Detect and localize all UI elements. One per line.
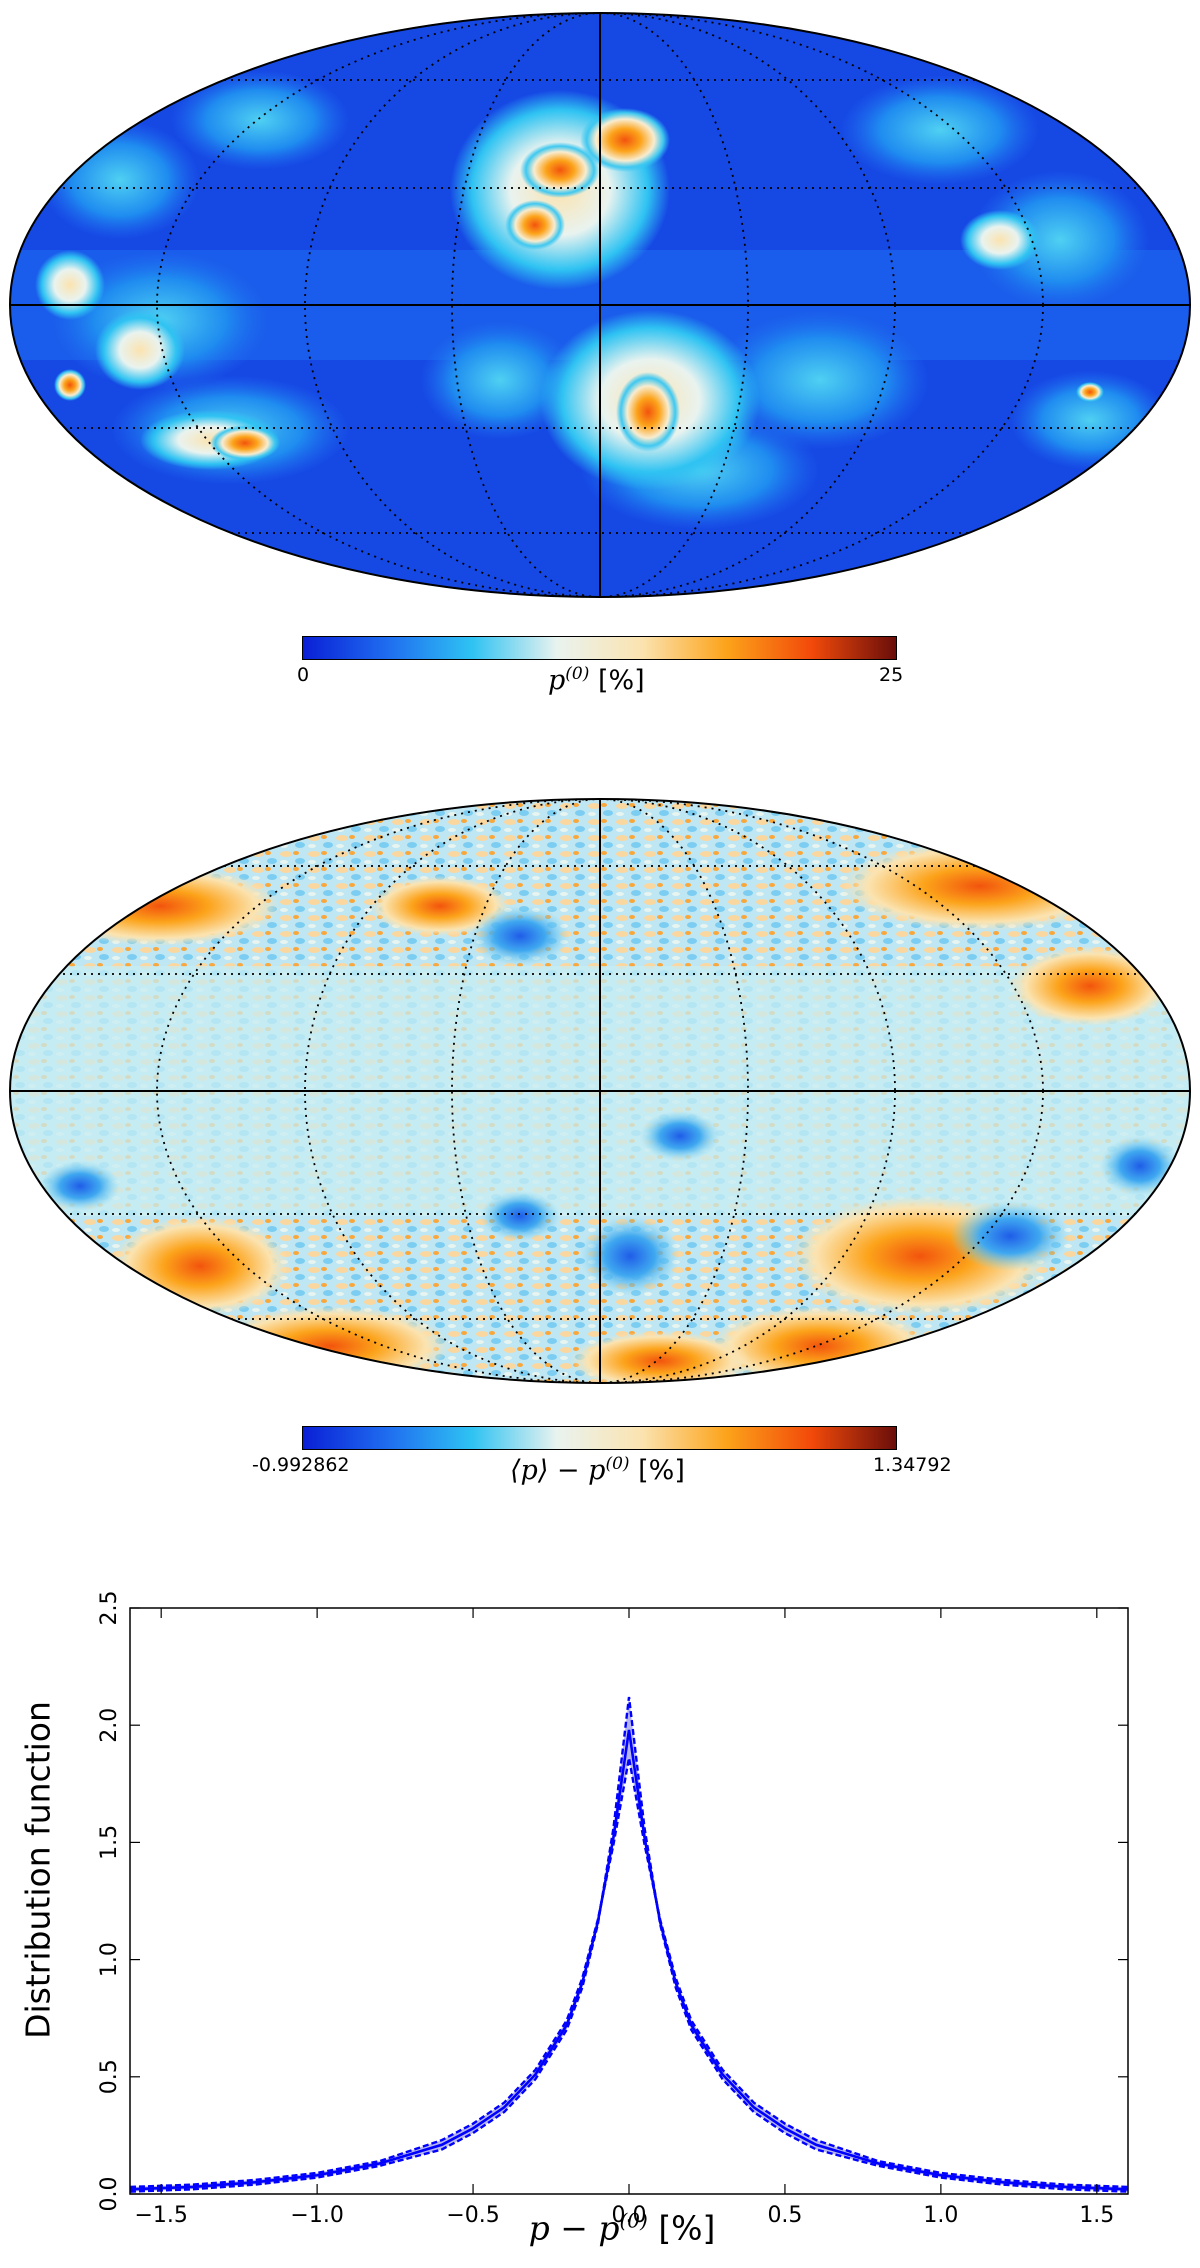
x-tick-label: −1.0 xyxy=(290,2203,343,2228)
y-tick-label: 2.0 xyxy=(97,1708,122,1743)
map-outline xyxy=(9,798,1191,1384)
x-axis-label-sup: (0) xyxy=(619,2208,648,2233)
x-tick-label: −1.5 xyxy=(134,2203,187,2228)
colorbar-max-label: 1.34792 xyxy=(873,1454,952,1476)
x-tick-label: 0.0 xyxy=(612,2203,647,2228)
distribution-chart: −1.5 −1.0 −0.5 0.0 0.5 1.0 1.5 0.0 0.5 1.0 1.5 2.0 2… xyxy=(97,1591,1129,2228)
x-axis-label-unit: [%] xyxy=(658,2208,716,2248)
x-tick-label: 0.5 xyxy=(767,2203,802,2228)
axes-layer: −1.5 −1.0 −0.5 0.0 0.5 1.0 1.5 0.0 0.5 1.0 1.5 2.0 2… xyxy=(97,1591,1129,2228)
x-tick-label: 1.5 xyxy=(1079,2203,1114,2228)
series-lines-layer xyxy=(129,1696,1129,2193)
colorbar-gradient xyxy=(303,1427,896,1449)
colorbar-max-label: 25 xyxy=(879,664,904,686)
colorbar-title-math: p xyxy=(548,665,566,696)
colorbar-diff xyxy=(302,1426,897,1450)
x-axis-label: p − p(0) [%] xyxy=(529,2209,716,2248)
map-panel-diff: -0.992862 1.34792 ⟨p⟩ − p(0) [%] xyxy=(0,786,1200,1506)
mollweide-map-diff xyxy=(9,798,1191,1384)
series-line-lower xyxy=(129,1757,1129,2189)
map-texture-p0 xyxy=(35,70,1170,530)
y-tick-label: 0.0 xyxy=(97,2177,122,2212)
uncertainty-band xyxy=(130,1697,1128,2192)
map-texture-diff xyxy=(40,841,1180,1383)
colorbar-min-label: 0 xyxy=(297,664,310,686)
colorbar-title: p(0) [%] xyxy=(548,664,645,696)
x-tick-label: −0.5 xyxy=(446,2203,499,2228)
colorbar-title-unit: [%] xyxy=(638,1455,685,1486)
colorbar-title-sup: (0) xyxy=(605,1454,630,1474)
map-outline xyxy=(9,12,1191,598)
y-tick-label: 0.5 xyxy=(97,2059,122,2094)
y-tick-label: 1.0 xyxy=(97,1942,122,1977)
uncertainty-band-layer xyxy=(130,1697,1128,2192)
colorbar-title-unit: [%] xyxy=(597,665,645,696)
distribution-chart-panel: −1.5 −1.0 −0.5 0.0 0.5 1.0 1.5 0.0 0.5 1.0 1.5 2.0 2… xyxy=(0,1560,1200,2268)
map-panel-p0: 0 25 p(0) [%] xyxy=(0,0,1200,700)
x-axis-label-math: p − p xyxy=(528,2208,620,2248)
y-axis-label: Distribution function xyxy=(18,1701,58,2039)
colorbar-min-label: -0.992862 xyxy=(252,1454,350,1476)
y-tick-label: 1.5 xyxy=(97,1825,122,1860)
colorbar-p0 xyxy=(302,636,897,660)
x-tick-label: 1.0 xyxy=(923,2203,958,2228)
mollweide-map-p0 xyxy=(9,12,1191,598)
y-tick-label: 2.5 xyxy=(97,1591,122,1626)
plot-frame xyxy=(129,1607,1129,2195)
colorbar-title-math: ⟨p⟩ − p xyxy=(510,1455,606,1486)
colorbar-gradient xyxy=(303,637,896,659)
series-line-upper xyxy=(129,1696,1129,2193)
series-line-mean xyxy=(129,1729,1129,2191)
colorbar-title-sup: (0) xyxy=(565,664,590,684)
colorbar-title: ⟨p⟩ − p(0) [%] xyxy=(510,1454,685,1486)
